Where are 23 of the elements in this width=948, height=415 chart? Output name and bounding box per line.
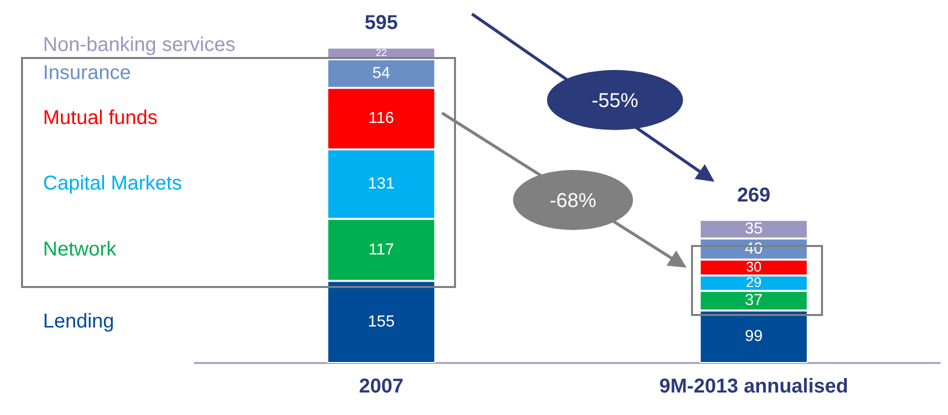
data-label: 30 bbox=[746, 258, 762, 274]
annotation: -68% bbox=[550, 190, 597, 212]
text: Lending bbox=[43, 310, 114, 332]
x-tick-label: 9M-2013 annualised bbox=[659, 376, 848, 398]
text: Capital Markets bbox=[43, 172, 182, 195]
data-label: 131 bbox=[368, 176, 395, 193]
data-label: 54 bbox=[372, 65, 390, 82]
text: Mutual funds bbox=[43, 107, 158, 130]
text: Non-banking services bbox=[43, 34, 236, 56]
data-label: 155 bbox=[368, 313, 395, 330]
data-label: 29 bbox=[746, 274, 762, 290]
data-label: 37 bbox=[744, 292, 763, 310]
data-label: 99 bbox=[744, 328, 763, 346]
text: Insurance bbox=[43, 62, 131, 84]
annotation: -55% bbox=[592, 90, 639, 112]
x-tick-label: 2007 bbox=[359, 376, 404, 398]
data-label: 116 bbox=[368, 110, 394, 128]
text: Network bbox=[43, 238, 118, 260]
total-label: 269 bbox=[737, 184, 770, 206]
data-label: 117 bbox=[368, 241, 394, 258]
total-label: 595 bbox=[364, 12, 398, 34]
data-label: 35 bbox=[744, 220, 763, 238]
data-label: 22 bbox=[376, 48, 388, 60]
